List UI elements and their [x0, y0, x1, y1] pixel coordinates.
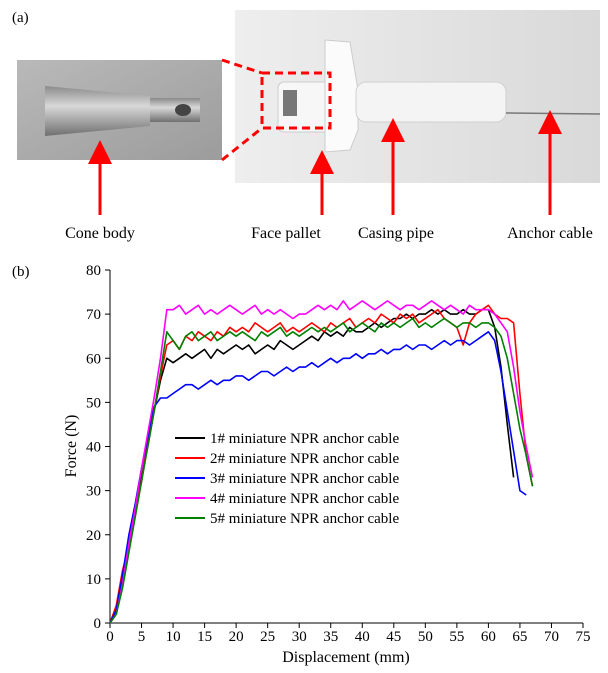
x-tick-label: 60: [481, 629, 496, 645]
x-axis-title: Displacement (mm): [282, 649, 410, 666]
x-tick-label: 75: [576, 629, 591, 645]
y-tick-label: 50: [86, 395, 101, 411]
y-tick-label: 0: [94, 616, 102, 632]
panel-label: (b): [12, 264, 30, 280]
series-line: [109, 331, 527, 624]
arrows: [88, 110, 562, 215]
legend-label: 4# miniature NPR anchor cable: [210, 491, 399, 507]
x-tick-label: 65: [512, 629, 527, 645]
x-tick-label: 40: [355, 629, 370, 645]
y-tick-label: 60: [86, 351, 101, 367]
x-tick-label: 15: [197, 629, 212, 645]
legend-label: 1# miniature NPR anchor cable: [210, 431, 399, 447]
x-tick-label: 35: [323, 629, 338, 645]
x-tick-label: 55: [449, 629, 464, 645]
photo-cone: [17, 60, 222, 160]
panel-label: (a): [12, 10, 29, 26]
y-axis-title: Force (N): [63, 415, 80, 478]
legend-label: 2# miniature NPR anchor cable: [210, 451, 399, 467]
x-tick-label: 5: [138, 629, 146, 645]
x-tick-label: 0: [106, 629, 114, 645]
photo-label: Casing pipe: [358, 225, 434, 242]
photo-label: Anchor cable: [507, 225, 593, 242]
y-tick-label: 20: [86, 528, 101, 544]
legend-label: 3# miniature NPR anchor cable: [210, 471, 399, 487]
y-tick-label: 80: [86, 263, 101, 279]
y-tick-label: 40: [86, 440, 101, 456]
series-line: [109, 317, 534, 624]
legend-label: 5# miniature NPR anchor cable: [210, 511, 399, 527]
x-tick-label: 70: [544, 629, 559, 645]
series-line: [109, 308, 515, 624]
y-tick-label: 10: [86, 572, 101, 588]
photo-cable: [221, 10, 601, 183]
x-tick-label: 25: [260, 629, 275, 645]
x-tick-label: 45: [386, 629, 401, 645]
photo-label: Face pallet: [251, 225, 321, 242]
series-line: [109, 300, 534, 624]
x-tick-label: 10: [166, 629, 181, 645]
x-tick-label: 50: [418, 629, 433, 645]
y-tick-label: 30: [86, 484, 101, 500]
photo-label: Cone body: [65, 225, 135, 242]
y-tick-label: 70: [86, 307, 101, 323]
x-tick-label: 30: [292, 629, 307, 645]
x-tick-label: 20: [229, 629, 244, 645]
